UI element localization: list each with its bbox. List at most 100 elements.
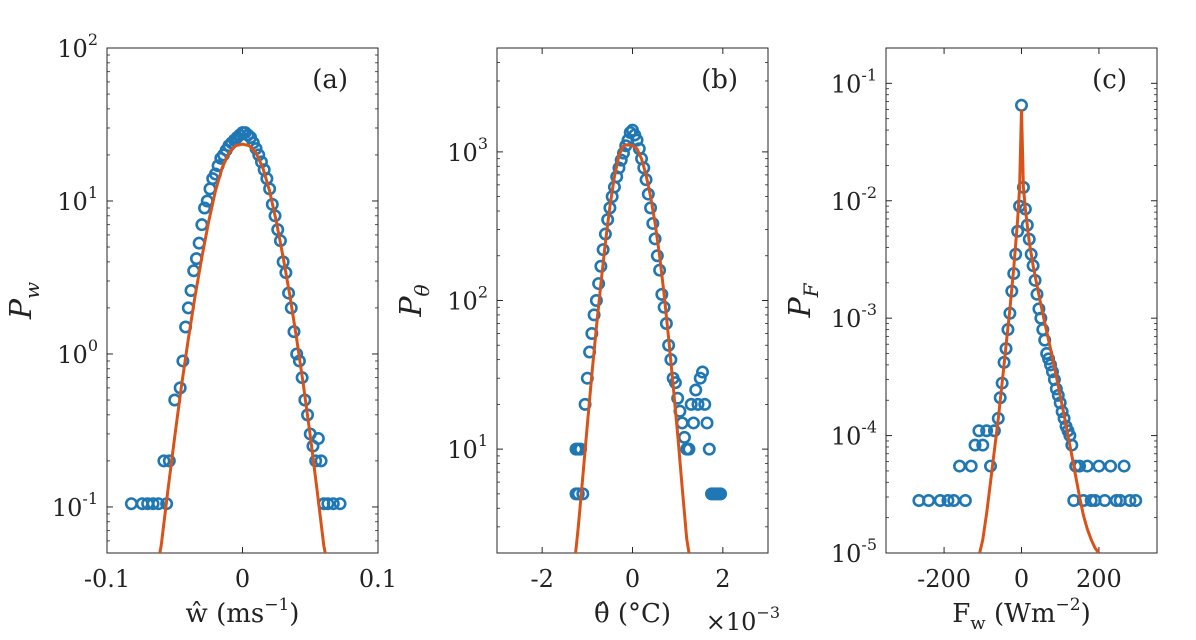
data-point xyxy=(198,201,212,215)
data-point xyxy=(671,391,685,405)
data-point xyxy=(958,493,972,507)
y-tick-label: 101 xyxy=(57,183,98,216)
data-point xyxy=(1123,493,1137,507)
y-tick-label: 102 xyxy=(57,30,98,63)
y-axis-label-subscript: w xyxy=(20,282,44,299)
y-tick-label-base: 10 xyxy=(447,139,478,167)
y-tick-label: 10-5 xyxy=(831,535,877,568)
data-point xyxy=(675,416,689,430)
y-tick-label-exponent: -1 xyxy=(861,65,877,84)
fit-line xyxy=(574,143,691,553)
data-point xyxy=(1045,365,1059,379)
data-point xyxy=(972,424,986,438)
y-axis-label: PF xyxy=(783,282,823,318)
y-tick-label-base: 10 xyxy=(831,70,862,98)
y-tick-label: 10-1 xyxy=(831,65,877,98)
y-tick-label: 101 xyxy=(447,431,488,464)
data-point xyxy=(987,424,1001,438)
y-tick-label: 10-1 xyxy=(52,489,98,522)
x-axis-label-main: θ̂ (°C) xyxy=(594,599,671,629)
y-tick-label: 10-2 xyxy=(831,183,877,216)
data-point xyxy=(668,376,682,390)
x-axis-label: ŵ (ms−1) xyxy=(186,595,300,629)
data-point xyxy=(309,454,323,468)
y-axis-label-main: P xyxy=(4,298,39,320)
y-tick-label-exponent: 2 xyxy=(88,30,98,49)
data-point xyxy=(1014,98,1028,112)
x-tick-label: 2 xyxy=(715,565,730,593)
y-tick-label-base: 10 xyxy=(447,436,478,464)
data-point xyxy=(146,497,160,511)
data-point xyxy=(1129,493,1143,507)
y-tick-label-exponent: -3 xyxy=(861,300,877,319)
data-point xyxy=(976,438,990,452)
data-point xyxy=(684,397,698,411)
x-axis-label-superscript: −2 xyxy=(1056,595,1081,615)
data-point xyxy=(714,487,728,501)
y-tick-label: 100 xyxy=(57,336,98,369)
panel-label: (c) xyxy=(1092,65,1127,95)
x-axis-label-main: F xyxy=(952,599,970,629)
data-point xyxy=(677,430,691,444)
x-axis-multiplier: ×10−3 xyxy=(706,603,780,636)
x-tick-label: 200 xyxy=(1076,565,1122,593)
fit-line xyxy=(158,142,327,553)
x-axis-label-close: ) xyxy=(289,599,299,629)
data-point xyxy=(571,487,585,501)
data-point xyxy=(1117,459,1131,473)
y-tick-label-base: 10 xyxy=(57,188,88,216)
data-point xyxy=(333,497,347,511)
data-point xyxy=(124,497,138,511)
data-point xyxy=(941,493,955,507)
data-point xyxy=(655,287,669,301)
data-point xyxy=(592,277,606,291)
data-point xyxy=(630,133,644,147)
y-tick-label-base: 10 xyxy=(447,288,478,316)
x-tick-label: -200 xyxy=(917,565,971,593)
data-point xyxy=(964,459,978,473)
y-tick-label-base: 10 xyxy=(57,341,88,369)
data-point xyxy=(326,497,340,511)
x-axis-label-unit: (Wm xyxy=(986,599,1056,629)
data-point xyxy=(589,293,603,307)
y-tick-label-exponent: 1 xyxy=(478,431,488,450)
x-axis-label-main: ŵ (ms xyxy=(186,599,265,629)
x-tick-label: 0.1 xyxy=(359,565,397,593)
x-axis-multiplier-exponent: −3 xyxy=(756,603,780,622)
y-axis-label-subscript: θ xyxy=(410,284,434,296)
y-axis-label-subscript: F xyxy=(799,282,823,298)
y-axis-label: Pw xyxy=(4,282,44,320)
y-tick-label-base: 10 xyxy=(57,35,88,63)
panel-label: (b) xyxy=(701,65,738,95)
data-point xyxy=(686,416,700,430)
data-point xyxy=(691,397,705,411)
data-point xyxy=(311,432,325,446)
data-point xyxy=(1044,358,1058,372)
y-tick-label: 103 xyxy=(447,134,488,167)
data-point xyxy=(1092,459,1106,473)
data-point xyxy=(195,218,209,232)
y-tick-label-exponent: -2 xyxy=(861,183,877,202)
data-point xyxy=(614,153,628,167)
data-point xyxy=(682,442,696,456)
x-tick-label: 0 xyxy=(235,565,250,593)
y-tick-label-exponent: 0 xyxy=(88,336,98,355)
y-tick-label-base: 10 xyxy=(831,423,862,451)
data-point xyxy=(953,459,967,473)
y-tick-label: 10-3 xyxy=(831,300,877,333)
data-point xyxy=(612,161,626,175)
data-point xyxy=(1104,459,1118,473)
data-point xyxy=(933,493,947,507)
y-tick-label-base: 10 xyxy=(831,188,862,216)
axes-box xyxy=(106,47,379,554)
y-tick-label-exponent: -4 xyxy=(861,418,877,437)
data-point xyxy=(162,454,176,468)
data-point xyxy=(696,365,710,379)
data-point xyxy=(321,497,335,511)
y-tick-label-exponent: 1 xyxy=(88,183,98,202)
x-axis-label-superscript: −1 xyxy=(264,595,289,615)
data-point xyxy=(689,383,703,397)
data-point xyxy=(151,497,165,511)
data-point xyxy=(698,397,712,411)
